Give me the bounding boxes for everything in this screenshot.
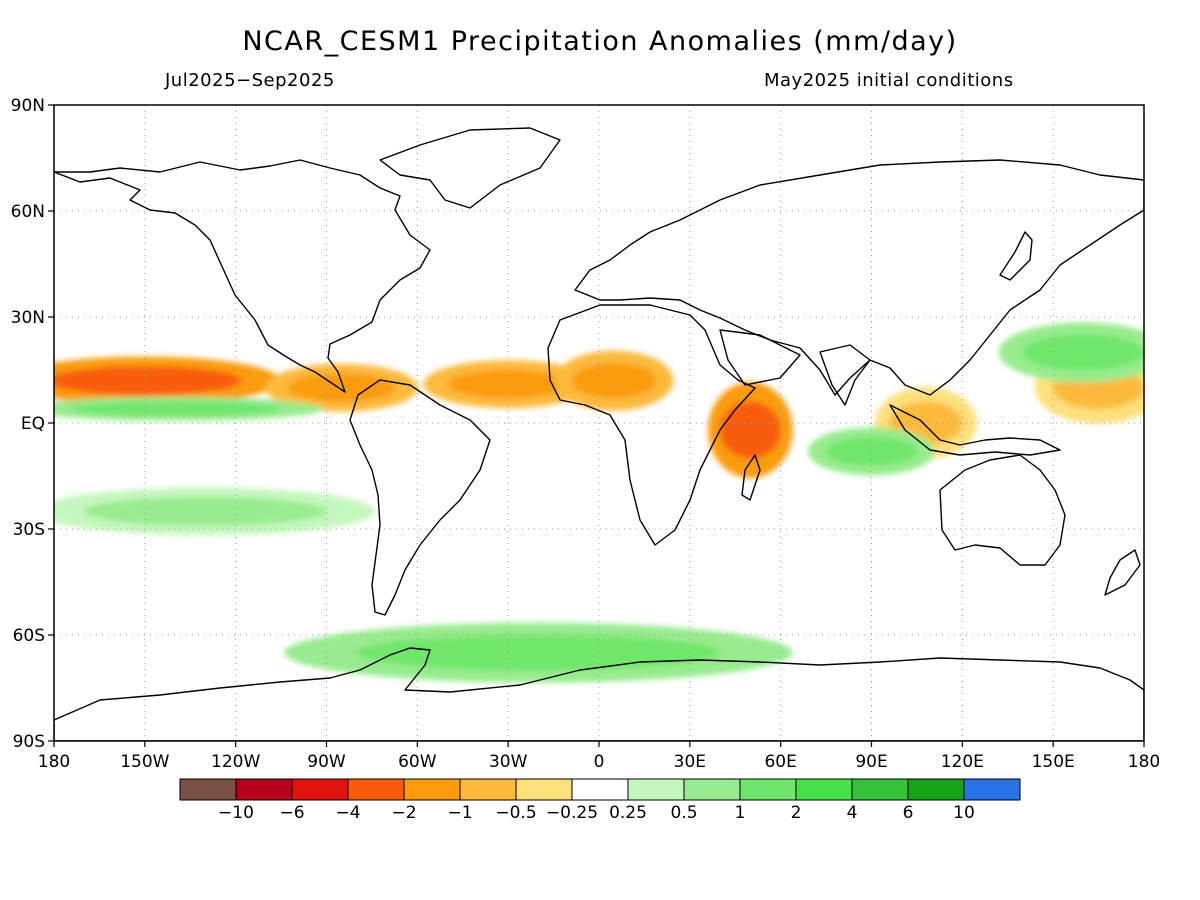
colorbar-swatch (403, 778, 461, 801)
lon-label: 120W (211, 752, 260, 772)
colorbar-swatch (851, 778, 909, 801)
colorbar-swatch (179, 778, 237, 801)
colorbar-swatch (963, 778, 1021, 801)
lat-lon-grid (54, 105, 1144, 741)
coastline-new-zealand (1104, 549, 1141, 596)
lat-label: 60N (11, 202, 45, 222)
anomaly-core-10 (356, 635, 721, 671)
lat-label: 60S (13, 626, 45, 646)
lat-label: 30N (11, 308, 45, 328)
lon-label: 120E (941, 752, 984, 772)
anomaly-core-4 (720, 401, 781, 459)
anomaly-core-8 (826, 437, 917, 466)
initial-conditions-label: May2025 initial conditions (764, 70, 1014, 91)
coastline-indonesia (889, 404, 1061, 456)
lon-label: 30E (674, 752, 706, 772)
lon-label: 180 (1128, 752, 1160, 772)
coastline-north-america (54, 159, 431, 393)
anomaly-core-2 (447, 370, 569, 399)
map-title: NCAR_CESM1 Precipitation Anomalies (mm/d… (242, 26, 958, 57)
lon-label: 60E (764, 752, 796, 772)
coastline-antarctica (54, 647, 1144, 741)
lon-label: 180 (38, 752, 70, 772)
colorbar: −10 −6 −4 −2 −1 −0.5 −0.25 0.25 0.5 1 2 4 6 10 (179, 778, 1021, 823)
colorbar-swatch (235, 778, 293, 801)
colorbar-label: −0.25 (546, 803, 598, 823)
colorbar-swatch (347, 778, 405, 801)
colorbar-label: 10 (953, 803, 975, 823)
lon-label: 150W (120, 752, 169, 772)
anomaly-core-0 (54, 366, 242, 395)
lat-label: 90S (13, 732, 45, 752)
coastline-madagascar (741, 454, 761, 501)
coastline-arabia (719, 329, 801, 386)
colorbar-label: −10 (218, 803, 254, 823)
colorbar-label: 6 (903, 803, 914, 823)
coastline-africa (547, 304, 756, 546)
colorbar-label: −2 (391, 803, 416, 823)
anomaly-core-9 (84, 497, 327, 526)
anomaly-core-3 (571, 362, 657, 399)
coastline-india (819, 344, 871, 406)
lon-label: 90E (855, 752, 887, 772)
colorbar-swatch (795, 778, 853, 801)
colorbar-swatch (459, 778, 517, 801)
colorbar-label: 0.5 (670, 803, 697, 823)
lon-label: 150E (1032, 752, 1075, 772)
coastline-eurasia (574, 159, 1144, 396)
colorbar-swatch (571, 778, 629, 801)
colorbar-swatch (683, 778, 741, 801)
lon-label: 60W (398, 752, 437, 772)
colorbar-swatch (627, 778, 685, 801)
colorbar-label: −0.5 (495, 803, 536, 823)
colorbar-swatch (515, 778, 573, 801)
colorbar-swatch (907, 778, 965, 801)
anomaly-core-7 (69, 401, 282, 416)
lat-label: 90N (11, 96, 45, 116)
colorbar-label: 2 (791, 803, 802, 823)
valid-period-label: Jul2025−Sep2025 (165, 70, 335, 91)
coastline-south-america (349, 379, 491, 616)
colorbar-label: −1 (447, 803, 472, 823)
lat-label: EQ (21, 414, 45, 434)
colorbar-label: −6 (279, 803, 304, 823)
coastlines (54, 127, 1144, 741)
coastline-australia (939, 454, 1066, 566)
lon-label: 0 (594, 752, 605, 772)
anomaly-core-11 (1022, 334, 1144, 371)
anomaly-shading (54, 322, 1144, 683)
lat-label: 30S (13, 520, 45, 540)
coastline-japan (999, 231, 1033, 281)
lon-label: 30W (489, 752, 528, 772)
colorbar-label: 0.25 (609, 803, 647, 823)
colorbar-label: 1 (735, 803, 746, 823)
colorbar-label: 4 (847, 803, 858, 823)
anomaly-core-1 (287, 373, 397, 402)
colorbar-swatch (291, 778, 349, 801)
colorbar-swatch (739, 778, 797, 801)
coastline-greenland (379, 127, 561, 209)
lon-label: 90W (307, 752, 346, 772)
colorbar-label: −4 (335, 803, 360, 823)
